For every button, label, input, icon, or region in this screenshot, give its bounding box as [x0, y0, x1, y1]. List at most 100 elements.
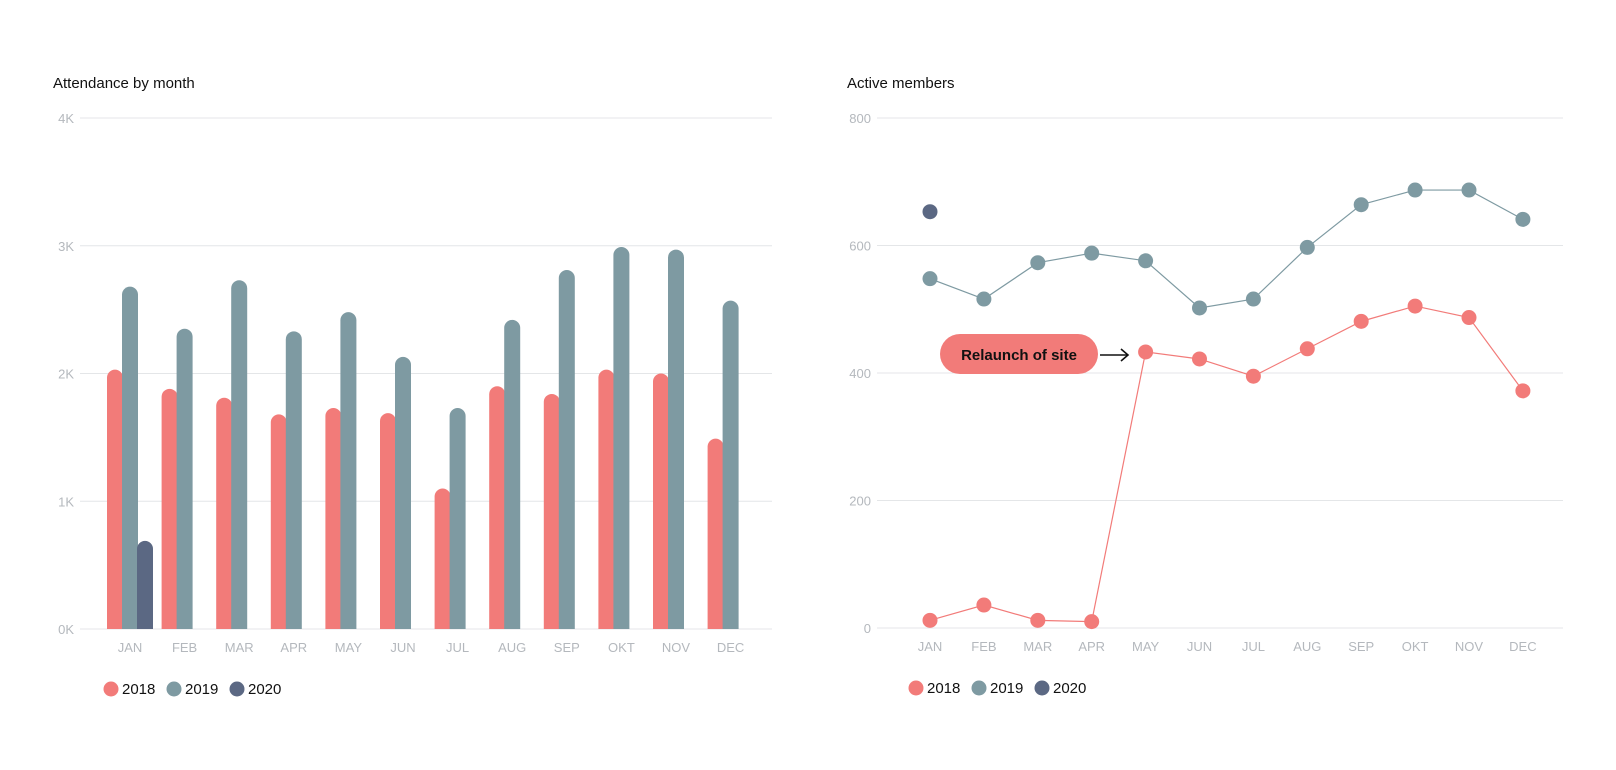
bar-2019-jun	[395, 356, 411, 629]
attendance-y-tick-label: 1K	[58, 494, 74, 509]
members-x-tick-label: SEP	[1348, 639, 1374, 654]
bar-2018-may	[325, 407, 342, 629]
bar-2018-sep	[543, 393, 560, 629]
point-2018-may	[1138, 344, 1154, 360]
members-y-tick-label: 400	[849, 366, 871, 381]
members-x-tick-label: JUN	[1187, 639, 1212, 654]
legend-item-2020: 2020	[229, 681, 281, 698]
point-2018-apr	[1084, 614, 1100, 630]
attendance-y-axis: 0K 1K 2K 3K 4K	[58, 111, 74, 637]
point-2019-jun	[1192, 300, 1207, 316]
members-x-tick-label: MAY	[1132, 639, 1160, 654]
attendance-x-tick-label: AUG	[498, 640, 526, 655]
point-2020-jan	[922, 204, 938, 220]
point-2019-sep	[1353, 197, 1369, 213]
legend-item-2018: 2018	[908, 680, 960, 697]
bar-2019-may	[340, 312, 357, 629]
legend-label-2018: 2018	[122, 681, 155, 698]
members-x-tick-label: OKT	[1402, 639, 1429, 654]
point-2019-may	[1138, 253, 1154, 269]
bar-2019-mar	[231, 280, 248, 629]
bar-2019-sep	[558, 270, 575, 629]
point-2018-jun	[1192, 351, 1207, 367]
bar-2019-aug	[504, 319, 521, 629]
bar-2018-nov	[653, 373, 669, 629]
attendance-x-tick-label: JUL	[446, 640, 469, 655]
line-2018	[929, 305, 1524, 623]
legend-label-2019: 2019	[185, 681, 218, 698]
point-2019-jul	[1245, 291, 1261, 307]
point-2019-mar	[1030, 255, 1046, 271]
point-2019-feb	[976, 291, 992, 307]
line-2019	[929, 189, 1524, 309]
attendance-chart: Attendance by month 0K 1K 2K 3K 4K JAN FEB MAR…	[53, 75, 772, 698]
legend-swatch-2018	[908, 680, 924, 696]
point-2018-mar	[1030, 612, 1046, 628]
legend-item-2018: 2018	[103, 681, 155, 698]
point-2018-jul	[1245, 368, 1261, 384]
attendance-y-tick-label: 0K	[58, 622, 74, 637]
point-2018-aug	[1299, 341, 1315, 357]
point-2018-dec	[1515, 383, 1531, 399]
attendance-y-tick-label: 2K	[58, 367, 74, 382]
bar-2020-jan	[137, 540, 153, 629]
legend-label-2020: 2020	[248, 681, 281, 698]
bar-2018-aug	[489, 386, 506, 629]
attendance-x-tick-label: FEB	[172, 640, 197, 655]
point-2018-okt	[1407, 298, 1423, 314]
point-2019-aug	[1299, 239, 1315, 255]
bar-2019-jan	[122, 286, 138, 629]
members-y-tick-label: 600	[849, 239, 871, 254]
members-y-tick-label: 200	[849, 494, 871, 509]
members-y-tick-label: 800	[849, 111, 871, 126]
attendance-chart-title: Attendance by month	[53, 75, 195, 92]
members-gridlines	[877, 117, 1563, 629]
bar-2019-nov	[668, 249, 684, 629]
legend-label-2020: 2020	[1053, 680, 1086, 697]
bar-2018-mar	[216, 397, 233, 629]
members-legend: 2018 2019 2020	[908, 680, 1086, 697]
bar-2019-dec	[722, 300, 739, 629]
members-x-tick-label: NOV	[1455, 639, 1484, 654]
relaunch-callout-label: Relaunch of site	[961, 347, 1077, 364]
bar-2018-jan	[107, 369, 123, 629]
bar-2019-apr	[285, 331, 302, 629]
point-2019-nov	[1461, 182, 1477, 198]
relaunch-callout-badge	[940, 334, 1098, 374]
members-x-tick-label: APR	[1078, 639, 1105, 654]
bar-2019-okt	[613, 247, 630, 629]
legend-swatch-2020	[1034, 680, 1050, 696]
members-x-tick-label: MAR	[1023, 639, 1052, 654]
attendance-y-tick-label: 4K	[58, 111, 74, 126]
members-x-tick-label: AUG	[1293, 639, 1321, 654]
members-x-tick-label: JAN	[918, 639, 943, 654]
legend-label-2018: 2018	[927, 680, 960, 697]
point-2018-feb	[976, 597, 992, 613]
members-x-tick-label: DEC	[1509, 639, 1536, 654]
members-x-axis: JAN FEB MAR APR MAY JUN JUL AUG SEP OKT NOV DEC	[918, 639, 1537, 654]
members-y-tick-label: 0	[864, 621, 871, 636]
point-2019-apr	[1084, 245, 1100, 261]
legend-item-2019: 2019	[971, 680, 1023, 697]
attendance-bars	[107, 247, 739, 629]
legend-swatch-2020	[229, 681, 245, 697]
attendance-y-tick-label: 3K	[58, 239, 74, 254]
legend-swatch-2018	[103, 681, 119, 697]
attendance-x-tick-label: MAR	[225, 640, 254, 655]
bar-2019-jul	[449, 407, 466, 629]
attendance-x-axis: JAN FEB MAR APR MAY JUN JUL AUG SEP OKT NOV DEC	[118, 640, 745, 655]
bar-2018-jul	[434, 488, 451, 629]
bar-2018-feb	[161, 388, 178, 629]
point-2019-jan	[922, 271, 938, 287]
attendance-x-tick-label: APR	[280, 640, 307, 655]
legend-swatch-2019	[971, 680, 987, 696]
members-y-axis: 0 200 400 600 800	[849, 111, 871, 636]
point-2019-okt	[1407, 182, 1423, 198]
attendance-x-tick-label: MAY	[335, 640, 363, 655]
bar-2018-dec	[707, 438, 724, 629]
bar-2018-jun	[380, 413, 396, 629]
legend-item-2020: 2020	[1034, 680, 1086, 697]
members-chart: Active members 0 200 400 600 800 JAN FEB MAR AP…	[847, 75, 1563, 697]
